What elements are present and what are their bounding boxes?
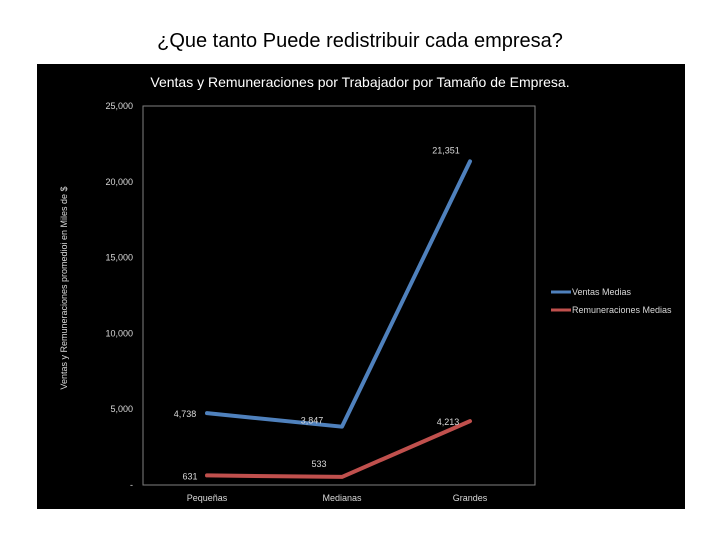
- series-line-1: [205, 419, 472, 479]
- data-label: 533: [311, 459, 326, 469]
- legend-label: Ventas Medias: [572, 287, 632, 297]
- chart-title: Ventas y Remuneraciones por Trabajador p…: [150, 74, 569, 90]
- plot-area: [142, 105, 536, 486]
- data-point: [340, 475, 344, 479]
- data-label: 3,847: [301, 416, 324, 426]
- data-point: [340, 425, 344, 429]
- data-point: [205, 411, 209, 415]
- y-tick-label: 10,000: [105, 328, 133, 338]
- data-point: [468, 419, 472, 423]
- legend-label: Remuneraciones Medias: [572, 305, 672, 315]
- x-tick-label: Medianas: [322, 493, 362, 503]
- data-label: 631: [182, 471, 197, 481]
- y-axis-label: Ventas y Remuneraciones promedioi en Mil…: [59, 186, 69, 389]
- y-tick-label: 20,000: [105, 177, 133, 187]
- data-point: [205, 473, 209, 477]
- data-label: 4,738: [174, 409, 197, 419]
- data-label: 4,213: [437, 417, 460, 427]
- series-line-0: [205, 159, 472, 429]
- y-tick-label: 25,000: [105, 101, 133, 111]
- chart-panel: [37, 64, 685, 509]
- y-tick-label: 15,000: [105, 253, 133, 263]
- slide-title: ¿Que tanto Puede redistribuir cada empre…: [157, 30, 563, 52]
- x-tick-label: Grandes: [453, 493, 488, 503]
- data-label: 21,351: [432, 145, 460, 155]
- data-point: [468, 159, 472, 163]
- y-tick-label: -: [130, 480, 133, 490]
- y-tick-label: 5,000: [110, 404, 133, 414]
- x-tick-label: Pequeñas: [187, 493, 228, 503]
